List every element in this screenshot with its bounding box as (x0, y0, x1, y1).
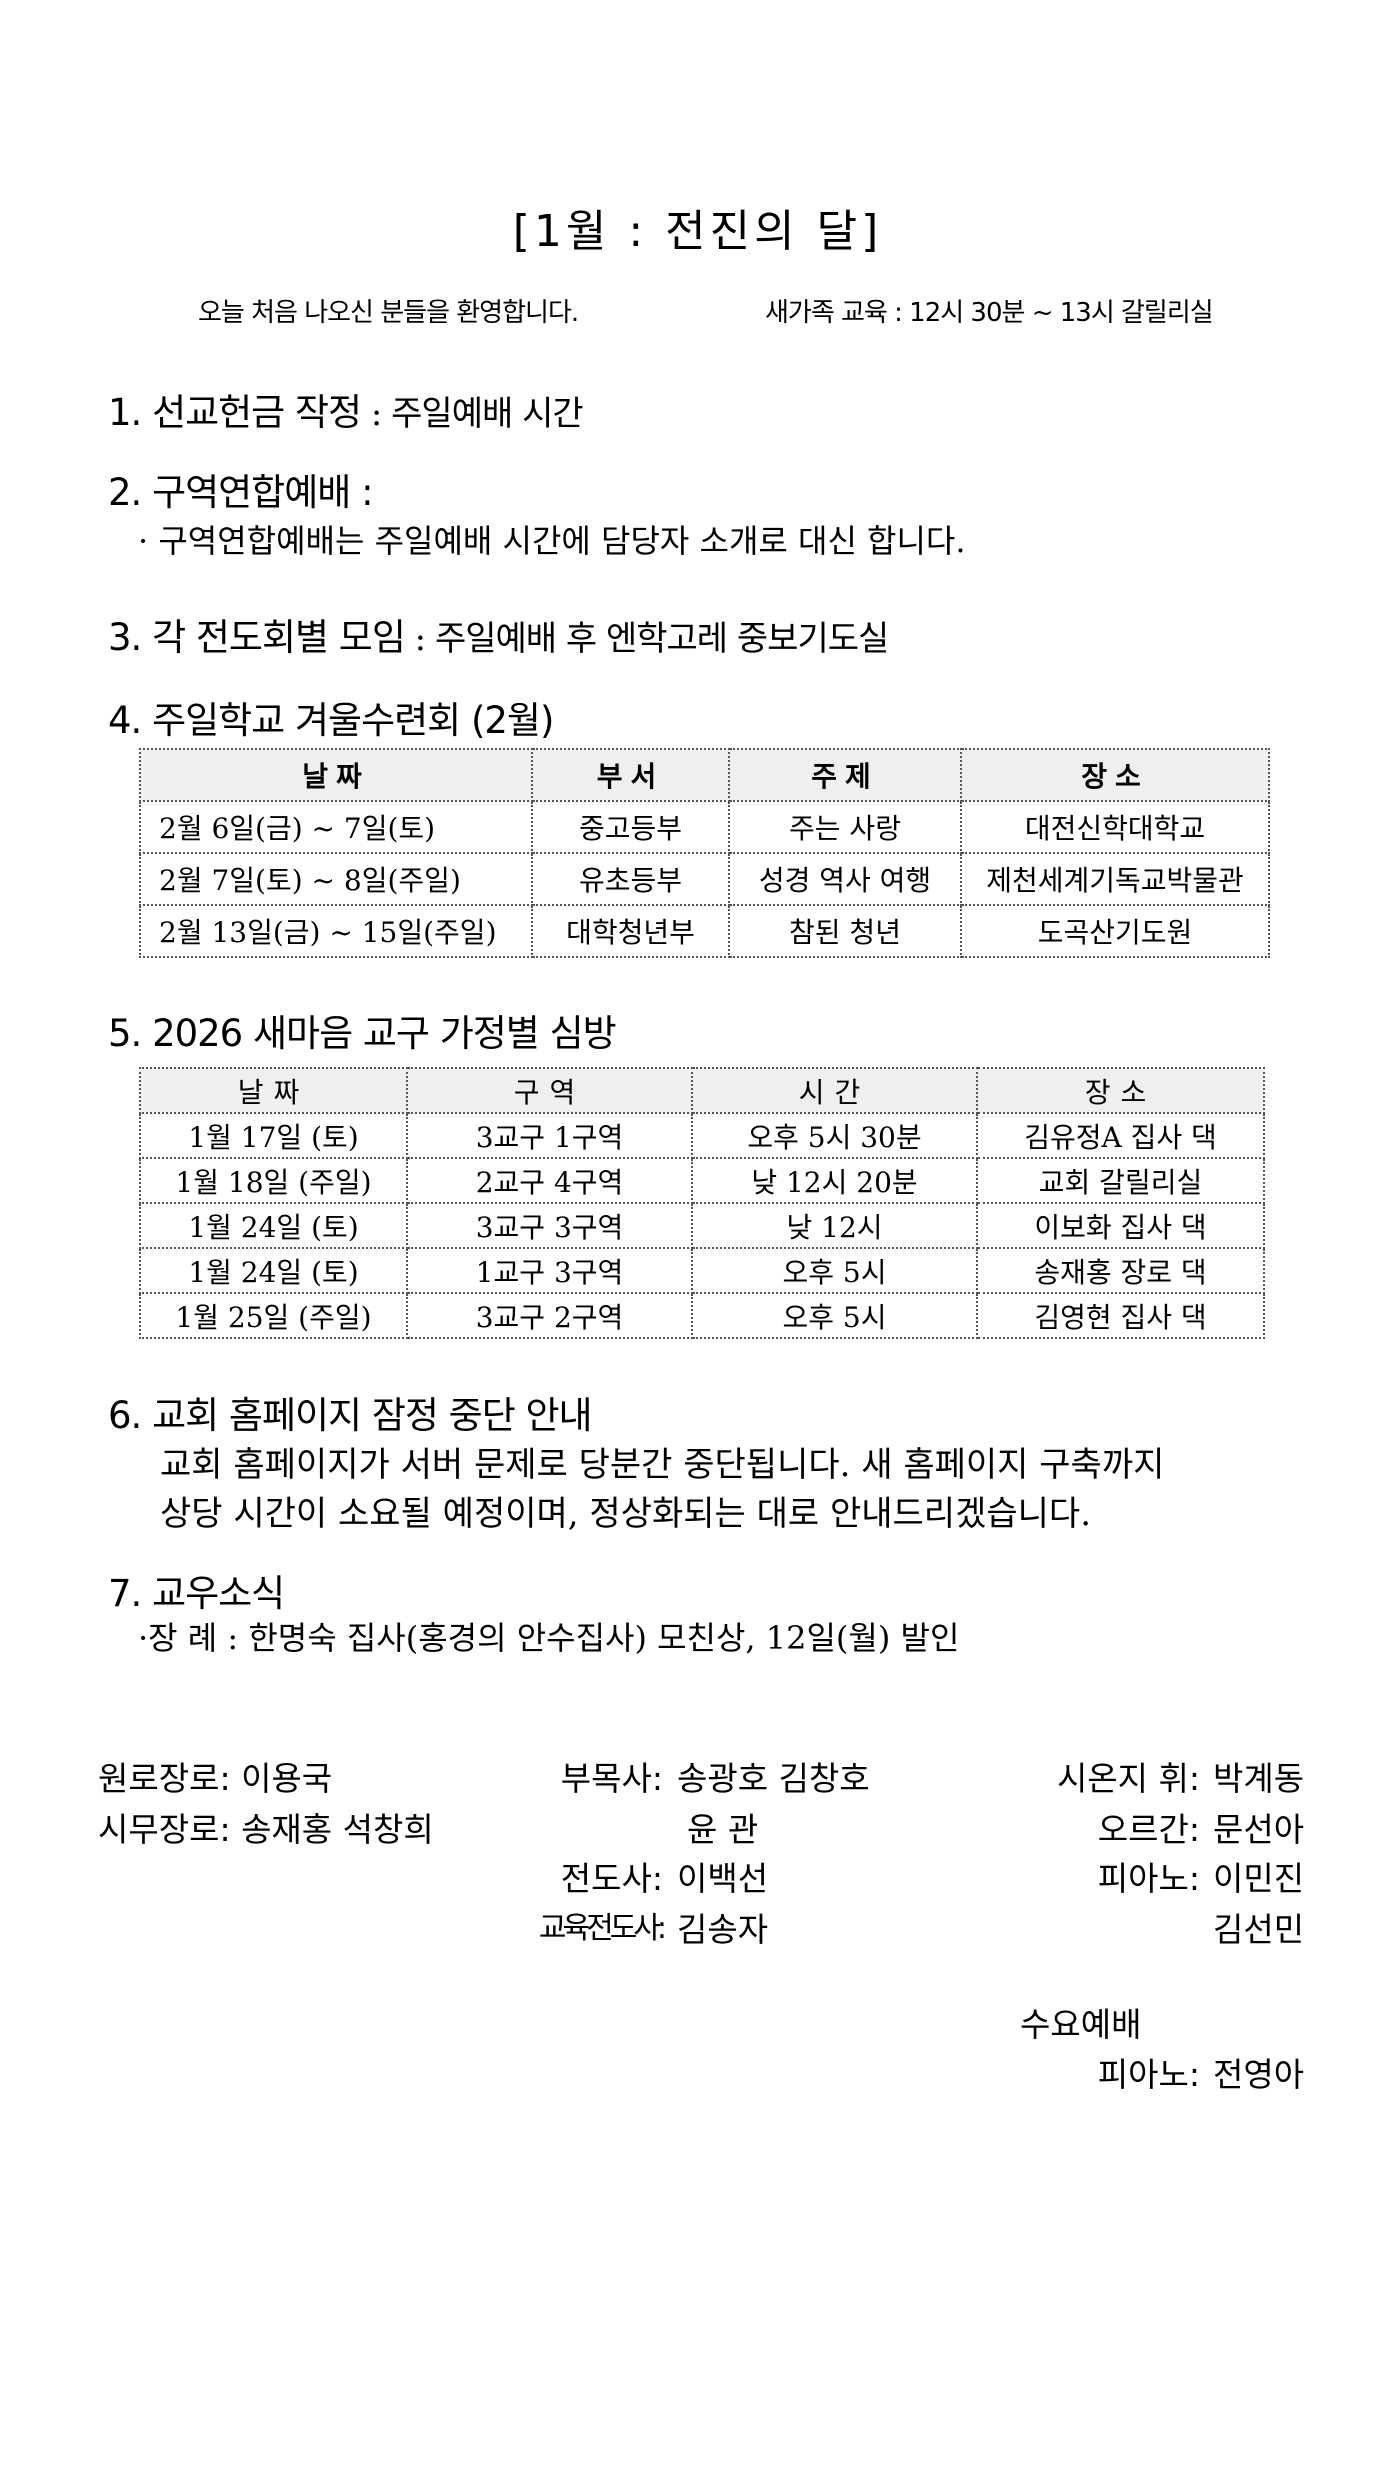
header-place: 장소 (976, 1067, 1265, 1114)
staff-elder-emeritus: 원로장로: 이용국 (98, 1752, 332, 1800)
associate-value-2: 윤 관 (687, 1810, 759, 1849)
cell-theme: 참된 청년 (728, 904, 962, 958)
cell-place: 교회 갈릴리실 (976, 1157, 1265, 1204)
cell-place: 이보화 집사 댁 (976, 1202, 1265, 1249)
cell-date: 1월 18일 (주일) (139, 1157, 408, 1204)
table-row: 2월 7일(토) ~ 8일(주일) 유초등부 성경 역사 여행 제천세계기독교박물관 (139, 852, 1270, 906)
header-time: 시간 (691, 1067, 978, 1114)
item-7-note: ·장 례 : 한명숙 집사(홍경의 안수집사) 모친상, 12일(월) 발인 (138, 1619, 960, 1657)
cell-date: 1월 24일 (토) (139, 1202, 408, 1249)
header-place: 장소 (960, 748, 1270, 802)
label: 시무장로: (98, 1810, 231, 1849)
item-6-line-2: 상당 시간이 소요될 예정이며, 정상화되는 대로 안내드리겠습니다. (160, 1494, 1092, 1534)
header-dept: 부서 (531, 748, 730, 802)
organ-label: 오르간: (1097, 1810, 1200, 1849)
item-3: 3. 각 전도회별 모임 : 주일예배 후 엔학고레 중보기도실 (108, 607, 890, 661)
table-header: 날짜 구역 시간 장소 (139, 1067, 1265, 1114)
cell-district: 3교구 1구역 (406, 1112, 693, 1159)
associate-value: 송광호 김창호 (677, 1759, 870, 1798)
wednesday-service-label: 수요예배 (1020, 2005, 1142, 2044)
cell-date: 1월 24일 (토) (139, 1247, 408, 1294)
item-2-note: · 구역연합예배는 주일예배 시간에 담당자 소개로 대신 합니다. (138, 522, 966, 560)
cell-dept: 유초등부 (531, 852, 730, 906)
wednesday-piano-label: 피아노: (1097, 2055, 1200, 2094)
edu-evangelist-value: 김송자 (677, 1910, 769, 1949)
cell-date: 2월 13일(금) ~ 15일(주일) (139, 904, 533, 958)
header-district: 구역 (406, 1067, 693, 1114)
evangelist-label: 전도사: (560, 1859, 663, 1898)
table-row: 1월 25일 (주일) 3교구 2구역 오후 5시 김영현 집사 댁 (139, 1292, 1265, 1339)
cell-time: 오후 5시 (691, 1247, 978, 1294)
table-row: 1월 18일 (주일) 2교구 4구역 낮 12시 20분 교회 갈릴리실 (139, 1157, 1265, 1204)
cell-place: 김영현 집사 댁 (976, 1292, 1265, 1339)
cell-district: 2교구 4구역 (406, 1157, 693, 1204)
organ-value: 문선아 (1213, 1810, 1305, 1849)
cell-district: 1교구 3구역 (406, 1247, 693, 1294)
cell-dept: 중고등부 (531, 800, 730, 854)
retreat-table: 날짜 부서 주제 장소 2월 6일(금) ~ 7일(토) 중고등부 주는 사랑 대전신… (139, 748, 1270, 958)
cell-date: 1월 17일 (토) (139, 1112, 408, 1159)
cell-time: 낮 12시 20분 (691, 1157, 978, 1204)
wednesday-piano-value: 전영아 (1213, 2055, 1305, 2094)
item-3-value: : 주일예배 후 엔학고레 중보기도실 (404, 619, 890, 659)
item-4-label: 4. 주일학교 겨울수련회 (2월) (108, 699, 554, 742)
table-row: 1월 24일 (토) 1교구 3구역 오후 5시 송재홍 장로 댁 (139, 1247, 1265, 1294)
value: 이용국 (241, 1759, 333, 1798)
piano-label: 피아노: (1097, 1859, 1200, 1898)
piano-value-2: 김선민 (1213, 1910, 1305, 1949)
table-header: 날짜 부서 주제 장소 (139, 748, 1270, 802)
cell-time: 오후 5시 30분 (691, 1112, 978, 1159)
cell-place: 송재홍 장로 댁 (976, 1247, 1265, 1294)
piano-value: 이민진 (1213, 1859, 1305, 1898)
cell-time: 낮 12시 (691, 1202, 978, 1249)
cell-place: 도곡산기도원 (960, 904, 1270, 958)
table-row: 2월 13일(금) ~ 15일(주일) 대학청년부 참된 청년 도곡산기도원 (139, 904, 1270, 958)
item-1-label: 1. 선교헌금 작정 (108, 391, 362, 434)
header-date: 날짜 (139, 1067, 408, 1114)
cell-theme: 성경 역사 여행 (728, 852, 962, 906)
evangelist-value: 이백선 (677, 1859, 769, 1898)
item-5-label: 5. 2026 새마음 교구 가정별 심방 (108, 1012, 617, 1055)
visitation-table: 날짜 구역 시간 장소 1월 17일 (토) 3교구 1구역 오후 5시 30분 김유… (139, 1067, 1265, 1339)
item-6-label: 6. 교회 홈페이지 잠정 중단 안내 (108, 1394, 593, 1437)
item-3-label: 3. 각 전도회별 모임 (108, 616, 406, 659)
item-1-value: : 주일예배 시간 (361, 394, 584, 434)
cell-date: 2월 7일(토) ~ 8일(주일) (139, 852, 533, 906)
cell-district: 3교구 2구역 (406, 1292, 693, 1339)
staff-elders: 시무장로: 송재홍 석창희 (98, 1803, 434, 1851)
table-row: 2월 6일(금) ~ 7일(토) 중고등부 주는 사랑 대전신학대학교 (139, 800, 1270, 854)
conductor-value: 박계동 (1213, 1759, 1305, 1798)
table-row: 1월 17일 (토) 3교구 1구역 오후 5시 30분 김유정A 집사 댁 (139, 1112, 1265, 1159)
cell-district: 3교구 3구역 (406, 1202, 693, 1249)
label: 원로장로: (98, 1759, 231, 1798)
edu-evangelist-label: 교육전도사: (538, 1911, 667, 1946)
welcome-text: 오늘 처음 나오신 분들을 환영합니다. (198, 298, 579, 328)
cell-place: 제천세계기독교박물관 (960, 852, 1270, 906)
conductor-label: 시온지 휘: (1056, 1759, 1200, 1798)
cell-place: 김유정A 집사 댁 (976, 1112, 1265, 1159)
value: 송재홍 석창희 (241, 1810, 434, 1849)
cell-theme: 주는 사랑 (728, 800, 962, 854)
item-1: 1. 선교헌금 작정 : 주일예배 시간 (108, 382, 584, 436)
newcomer-education: 새가족 교육 : 12시 30분 ~ 13시 갈릴리실 (765, 298, 1214, 328)
cell-time: 오후 5시 (691, 1292, 978, 1339)
item-6-line-1: 교회 홈페이지가 서버 문제로 당분간 중단됩니다. 새 홈페이지 구축까지 (160, 1445, 1165, 1485)
cell-date: 1월 25일 (주일) (139, 1292, 408, 1339)
cell-dept: 대학청년부 (531, 904, 730, 958)
associate-label: 부목사: (560, 1759, 663, 1798)
header-date: 날짜 (139, 748, 533, 802)
table-row: 1월 24일 (토) 3교구 3구역 낮 12시 이보화 집사 댁 (139, 1202, 1265, 1249)
cell-place: 대전신학대학교 (960, 800, 1270, 854)
item-2-label: 2. 구역연합예배 : (108, 471, 374, 514)
header-theme: 주제 (728, 748, 962, 802)
item-7-label: 7. 교우소식 (108, 1572, 285, 1615)
cell-date: 2월 6일(금) ~ 7일(토) (139, 800, 533, 854)
page-title: [1월 : 전진의 달] (512, 206, 883, 257)
